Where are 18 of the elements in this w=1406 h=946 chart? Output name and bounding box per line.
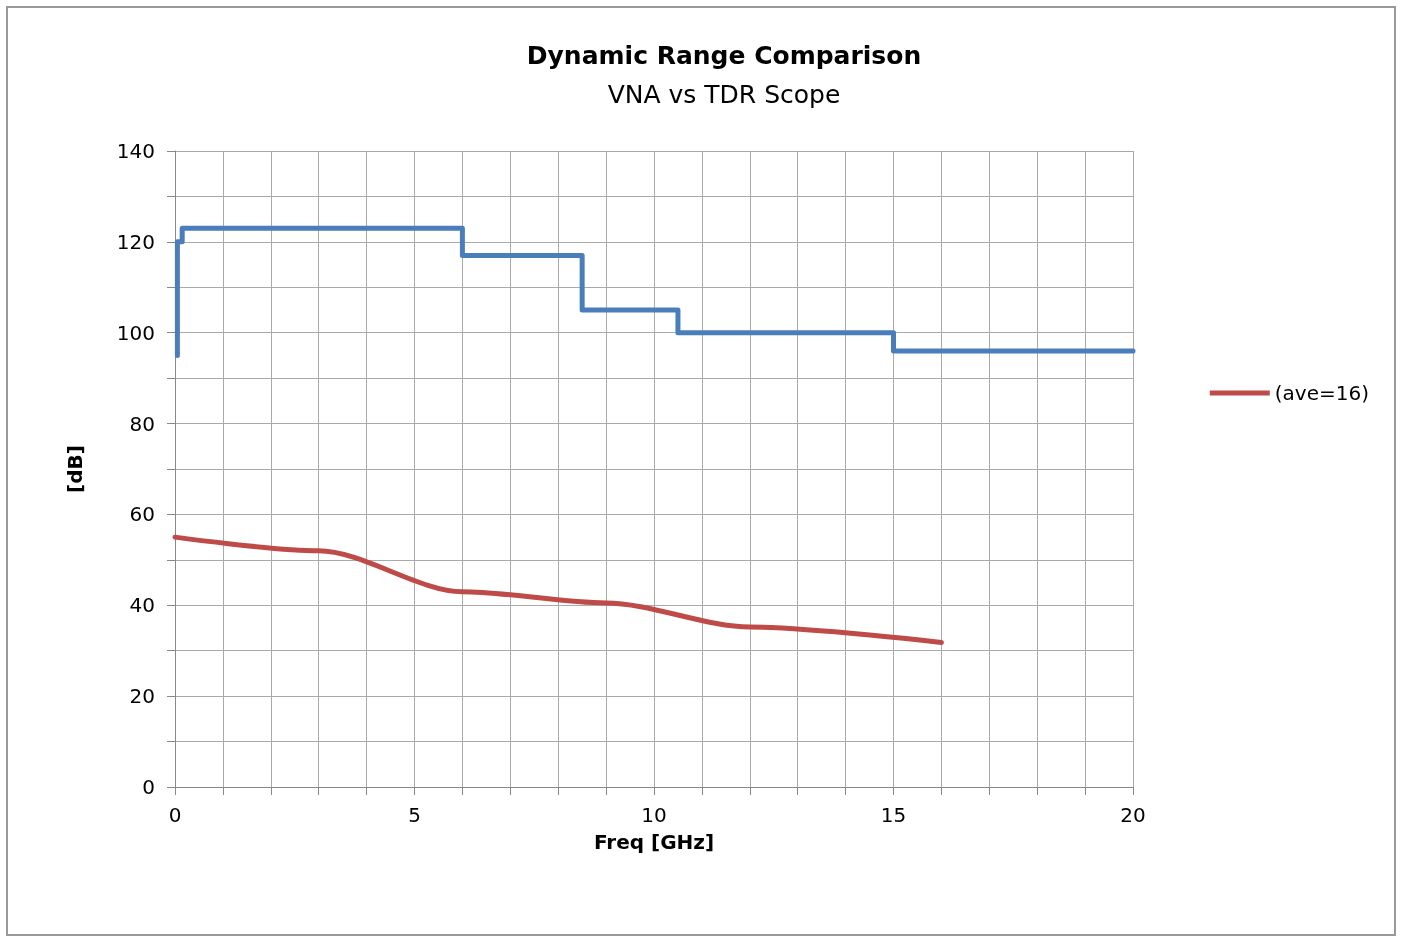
y-tick-label: 60: [129, 502, 155, 527]
chart-title: Dynamic Range Comparison: [526, 41, 922, 70]
legend-label: (ave=16): [1274, 381, 1370, 405]
chart-subtitle: VNA vs TDR Scope: [607, 80, 841, 109]
y-axis-title: [dB]: [63, 445, 87, 493]
x-tick-label: 10: [641, 803, 667, 827]
x-tick-label: 5: [408, 803, 421, 827]
x-tick-label: 0: [168, 803, 182, 827]
y-tick-label: 120: [116, 229, 155, 254]
y-tick-label: 20: [129, 684, 155, 709]
y-tick-label: 140: [116, 139, 155, 163]
y-tick-label: 100: [116, 320, 155, 345]
y-tick-label: 40: [129, 593, 155, 618]
x-axis-title: Freq [GHz]: [593, 830, 715, 854]
y-tick-label: 0: [142, 775, 155, 799]
x-tick-label: 20: [1120, 803, 1146, 827]
y-tick-label: 80: [129, 411, 155, 436]
x-tick-label: 15: [880, 803, 907, 827]
